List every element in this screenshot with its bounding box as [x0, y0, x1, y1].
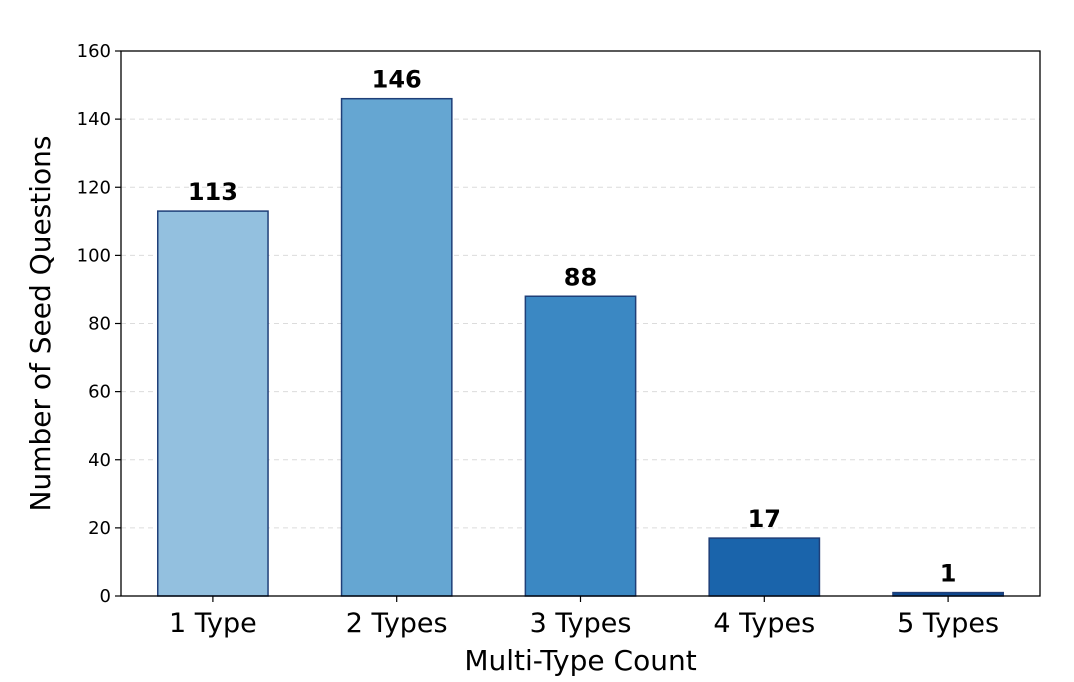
data-label: 17: [748, 505, 781, 533]
y-tick-label: 60: [88, 382, 111, 403]
x-tick-label: 2 Types: [346, 608, 448, 639]
x-tick-label: 3 Types: [530, 608, 632, 639]
y-tick-label: 20: [88, 518, 111, 539]
y-tick-label: 140: [77, 109, 111, 130]
data-labels: 113 146 88 17 1: [188, 66, 957, 588]
x-tick-label: 5 Types: [897, 608, 999, 639]
x-axis-title: Multi-Type Count: [464, 644, 696, 677]
data-label: 146: [372, 66, 422, 94]
y-tick-label: 100: [77, 245, 111, 266]
bar-4: [708, 537, 821, 597]
y-tick-label: 120: [77, 177, 111, 198]
data-label: 113: [188, 178, 238, 206]
x-axis-ticks: 1 Type 2 Types 3 Types 4 Types 5 Types: [169, 596, 999, 639]
data-label: 1: [940, 560, 957, 588]
bars: [157, 97, 1004, 597]
y-axis-ticks: 0 20 40 60 80 100 120 140 160: [77, 41, 121, 607]
x-tick-label: 4 Types: [713, 608, 815, 639]
bar-1: [157, 210, 269, 597]
x-tick-label: 1 Type: [169, 608, 257, 639]
y-axis-title: Number of Seed Questions: [24, 136, 57, 512]
y-tick-label: 160: [77, 41, 111, 62]
data-label: 88: [564, 263, 597, 291]
y-tick-label: 80: [88, 314, 111, 335]
y-tick-label: 40: [88, 450, 111, 471]
y-tick-label: 0: [100, 586, 111, 607]
bar-3: [524, 295, 637, 597]
bar-2: [340, 97, 453, 597]
